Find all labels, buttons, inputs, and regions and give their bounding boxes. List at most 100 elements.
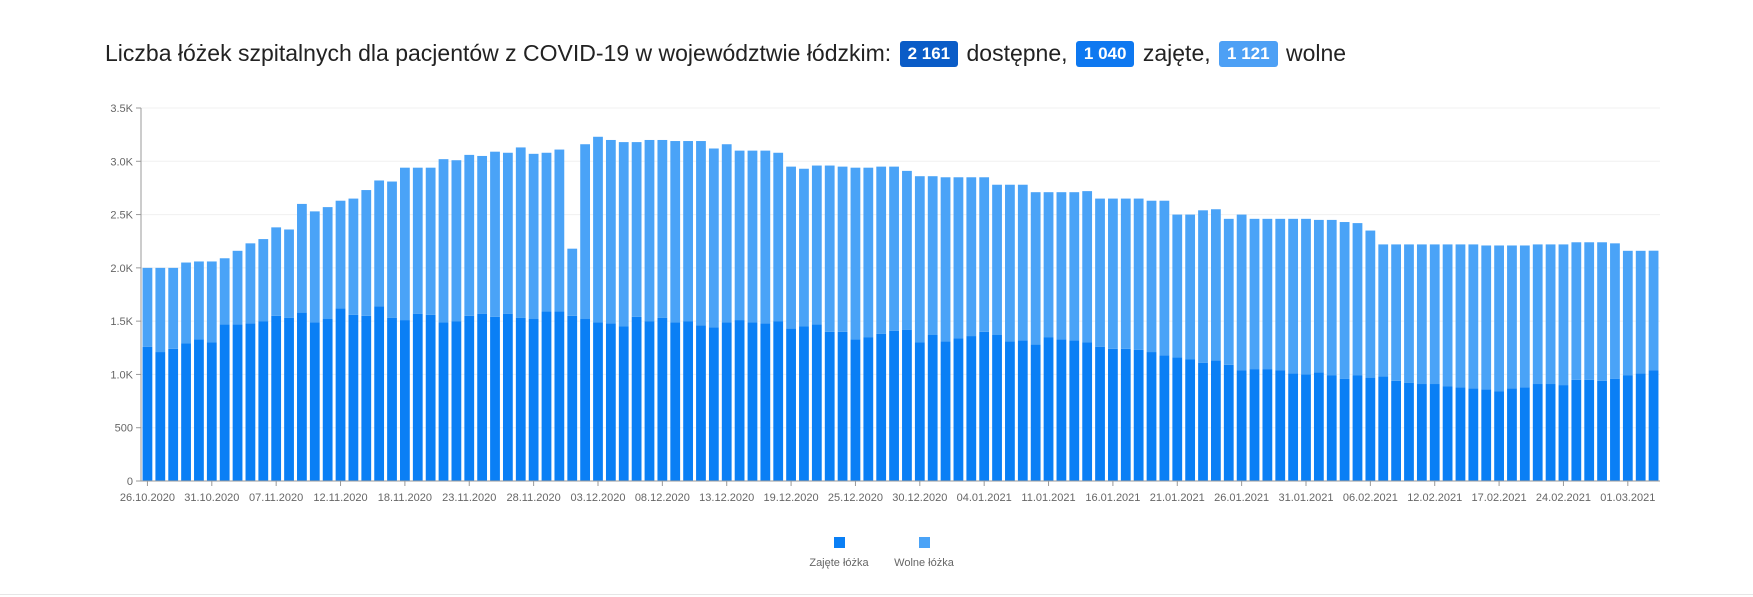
bar-free[interactable]: [786, 166, 796, 329]
bar-free[interactable]: [927, 176, 938, 335]
bar-free[interactable]: [1519, 245, 1530, 388]
bar-free[interactable]: [1429, 244, 1440, 385]
bar-occupied[interactable]: [1249, 369, 1260, 481]
bar-occupied[interactable]: [451, 321, 462, 481]
bar-free[interactable]: [1108, 198, 1118, 349]
bar-free[interactable]: [863, 167, 874, 338]
bar-free[interactable]: [1275, 218, 1286, 371]
bar-free[interactable]: [194, 261, 204, 340]
bar-occupied[interactable]: [412, 313, 423, 481]
bar-free[interactable]: [1481, 245, 1492, 390]
bar-free[interactable]: [631, 142, 642, 317]
bar-occupied[interactable]: [1056, 339, 1067, 481]
bar-occupied[interactable]: [502, 313, 513, 481]
bar-occupied[interactable]: [1571, 379, 1582, 481]
bar-free[interactable]: [1365, 230, 1376, 378]
bar-occupied[interactable]: [335, 308, 346, 481]
bar-occupied[interactable]: [721, 322, 732, 481]
bar-free[interactable]: [618, 142, 629, 327]
bar-occupied[interactable]: [1610, 378, 1620, 481]
bar-occupied[interactable]: [850, 339, 861, 481]
bar-free[interactable]: [219, 258, 230, 325]
bar-occupied[interactable]: [1146, 352, 1157, 481]
bar-occupied[interactable]: [683, 321, 693, 481]
bar-free[interactable]: [889, 166, 899, 331]
bar-free[interactable]: [1069, 192, 1080, 341]
bar-free[interactable]: [1313, 219, 1324, 373]
bar-free[interactable]: [1056, 192, 1067, 340]
bar-free[interactable]: [1416, 244, 1427, 385]
bar-occupied[interactable]: [232, 324, 243, 481]
bar-free[interactable]: [502, 152, 513, 314]
bar-free[interactable]: [696, 141, 706, 326]
bar-free[interactable]: [811, 165, 822, 325]
bar-free[interactable]: [824, 165, 835, 332]
bar-free[interactable]: [1339, 222, 1350, 379]
bar-occupied[interactable]: [618, 326, 629, 481]
bar-occupied[interactable]: [1507, 388, 1517, 481]
bar-occupied[interactable]: [400, 320, 410, 481]
bar-occupied[interactable]: [863, 337, 874, 481]
bar-occupied[interactable]: [1043, 337, 1054, 481]
bar-free[interactable]: [1584, 242, 1595, 380]
bar-free[interactable]: [271, 227, 282, 316]
bar-occupied[interactable]: [1532, 384, 1543, 481]
bar-free[interactable]: [1210, 209, 1221, 361]
bar-free[interactable]: [374, 180, 385, 307]
bar-free[interactable]: [683, 141, 693, 322]
bar-occupied[interactable]: [1185, 359, 1196, 481]
bar-occupied[interactable]: [631, 316, 642, 481]
bar-free[interactable]: [1378, 244, 1389, 377]
bar-free[interactable]: [1236, 214, 1247, 371]
bar-occupied[interactable]: [876, 333, 887, 481]
bar-occupied[interactable]: [1558, 385, 1569, 481]
bar-occupied[interactable]: [284, 317, 294, 481]
bar-occupied[interactable]: [979, 331, 990, 481]
bar-occupied[interactable]: [773, 321, 784, 481]
bar-free[interactable]: [425, 167, 436, 315]
bar-occupied[interactable]: [1404, 382, 1414, 481]
bar-occupied[interactable]: [786, 328, 796, 481]
bar-free[interactable]: [914, 176, 925, 343]
bar-free[interactable]: [335, 200, 346, 309]
bar-occupied[interactable]: [708, 327, 719, 481]
bar-free[interactable]: [1468, 244, 1479, 389]
bar-occupied[interactable]: [1352, 375, 1363, 481]
bar-occupied[interactable]: [992, 334, 1002, 481]
bar-occupied[interactable]: [490, 316, 500, 481]
bar-free[interactable]: [1262, 218, 1273, 370]
bar-free[interactable]: [451, 160, 462, 322]
bar-occupied[interactable]: [1108, 348, 1118, 481]
bar-free[interactable]: [297, 203, 307, 313]
bar-occupied[interactable]: [837, 331, 848, 481]
bar-free[interactable]: [837, 166, 848, 332]
bar-occupied[interactable]: [361, 315, 372, 481]
bar-free[interactable]: [232, 250, 243, 325]
bar-occupied[interactable]: [927, 334, 938, 481]
bar-occupied[interactable]: [1545, 384, 1556, 481]
bar-free[interactable]: [1532, 244, 1543, 385]
bar-occupied[interactable]: [670, 322, 681, 481]
bar-free[interactable]: [1597, 242, 1607, 381]
bar-occupied[interactable]: [1030, 344, 1041, 481]
bar-occupied[interactable]: [1159, 355, 1170, 481]
bar-free[interactable]: [284, 229, 294, 318]
bar-free[interactable]: [953, 177, 964, 339]
bar-free[interactable]: [1404, 244, 1414, 383]
bar-occupied[interactable]: [799, 326, 809, 481]
bar-free[interactable]: [747, 150, 758, 323]
bar-occupied[interactable]: [1494, 391, 1504, 481]
bar-free[interactable]: [1494, 245, 1504, 392]
bar-free[interactable]: [1120, 198, 1131, 349]
bar-occupied[interactable]: [477, 313, 488, 481]
bar-occupied[interactable]: [914, 342, 925, 481]
bar-occupied[interactable]: [940, 341, 951, 481]
bar-occupied[interactable]: [1648, 370, 1659, 481]
bar-free[interactable]: [657, 139, 668, 318]
bar-free[interactable]: [992, 184, 1002, 335]
bar-free[interactable]: [1326, 219, 1337, 376]
bar-occupied[interactable]: [580, 319, 591, 481]
bar-occupied[interactable]: [271, 315, 282, 481]
bar-occupied[interactable]: [387, 317, 397, 481]
bar-occupied[interactable]: [206, 342, 217, 481]
